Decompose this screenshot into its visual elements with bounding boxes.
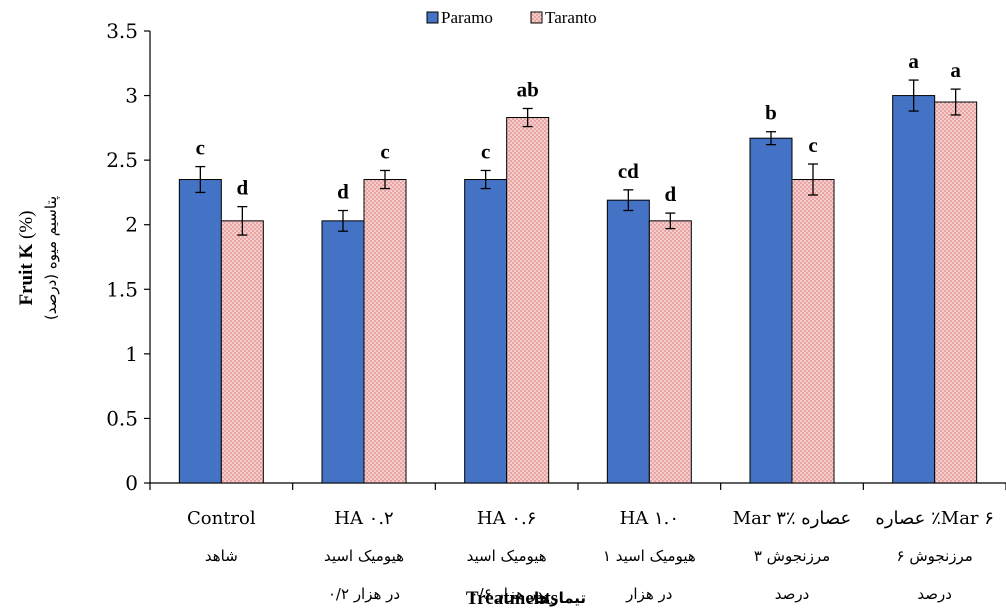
legend-label-paramo: Paramo <box>441 8 493 27</box>
category-label-fa: مرزنجوش ۳ <box>754 547 830 565</box>
category-label-fa-2: درصد <box>917 585 952 603</box>
category-label-fa: هیومیک اسید <box>324 547 404 565</box>
bar-series <box>178 95 978 484</box>
bar-paramo-4 <box>749 137 793 484</box>
significance-letter: d <box>236 176 248 200</box>
x-axis-ticks <box>149 483 1006 490</box>
x-axis-label: Treatments <box>466 588 558 609</box>
y-axis-label-fa: پتاسیم میوه (درصد) <box>42 196 61 320</box>
y-tick-label: 2 <box>125 213 138 237</box>
significance-letter: c <box>380 139 389 163</box>
significance-letter: d <box>337 180 349 204</box>
category-labels: Control شاهد HA ۰.۲ هیومیک اسید ۰/۲ در هزار H… <box>187 508 994 603</box>
category-label: عصاره ٪Mar ۶ <box>875 508 994 529</box>
bar-taranto-0 <box>220 220 264 484</box>
bar-paramo-3 <box>606 199 650 484</box>
legend-swatch-paramo <box>426 11 439 24</box>
category-label: HA ۱.۰ <box>620 508 679 529</box>
x-axis-label-fa: تیمارها <box>534 589 586 607</box>
category-label: Mar ۳٪ عصاره <box>733 508 852 529</box>
y-tick-label: 1.5 <box>106 277 138 301</box>
category-label: HA ۰.۲ <box>334 508 393 529</box>
category-label: HA ۰.۶ <box>477 508 536 529</box>
significance-letter: ab <box>517 77 539 101</box>
legend-label-taranto: Taranto <box>545 8 597 27</box>
y-tick-label: 0 <box>125 471 138 495</box>
bar-paramo-2 <box>464 179 508 484</box>
y-tick-label: 0.5 <box>106 406 138 430</box>
bar-taranto-1 <box>363 179 407 484</box>
bar-taranto-2 <box>506 117 550 484</box>
category-label-fa-2: ۰/۲ در هزار <box>328 585 400 603</box>
y-tick-label: 3 <box>125 84 138 108</box>
y-tick-label: 1 <box>125 342 138 366</box>
bar-taranto-4 <box>791 179 835 484</box>
significance-letter: cd <box>618 159 639 183</box>
significance-letter: a <box>908 49 919 73</box>
bar-paramo-0 <box>178 179 222 484</box>
significance-letter: c <box>196 136 205 160</box>
legend: Paramo Taranto <box>426 8 597 27</box>
significance-letter: b <box>765 101 777 125</box>
bar-taranto-3 <box>648 220 692 484</box>
legend-swatch-taranto <box>530 11 543 24</box>
significance-letter: c <box>481 139 490 163</box>
bar-paramo-5 <box>892 95 936 484</box>
y-axis-label: Fruit K (%) <box>16 211 37 306</box>
significance-letter: a <box>950 58 961 82</box>
y-tick-label: 2.5 <box>106 148 138 172</box>
x-axis-title: Treatments تیمارها <box>466 588 586 609</box>
category-label-fa-2: ۰/۶ در هزار <box>471 585 543 603</box>
significance-letter: d <box>664 182 676 206</box>
category-label: Control <box>187 508 256 529</box>
category-label-fa: هیومیک اسید <box>467 547 547 565</box>
y-axis-ticks: 0 0.5 1 1.5 2 2.5 3 3.5 <box>106 19 150 495</box>
category-label-fa: شاهد <box>205 547 238 565</box>
significance-letter: c <box>808 133 817 157</box>
category-label-fa: هیومیک اسید ۱ <box>603 547 696 565</box>
category-label-fa: مرزنجوش ۶ <box>897 547 973 565</box>
category-label-fa-2: درصد <box>775 585 810 603</box>
error-bars <box>195 79 961 236</box>
y-tick-label: 3.5 <box>106 19 138 43</box>
y-axis-title: Fruit K (%) پتاسیم میوه (درصد) <box>16 196 61 320</box>
category-label-fa-2: در هزار <box>625 585 672 603</box>
bar-taranto-5 <box>934 101 978 484</box>
bar-paramo-1 <box>321 220 365 484</box>
